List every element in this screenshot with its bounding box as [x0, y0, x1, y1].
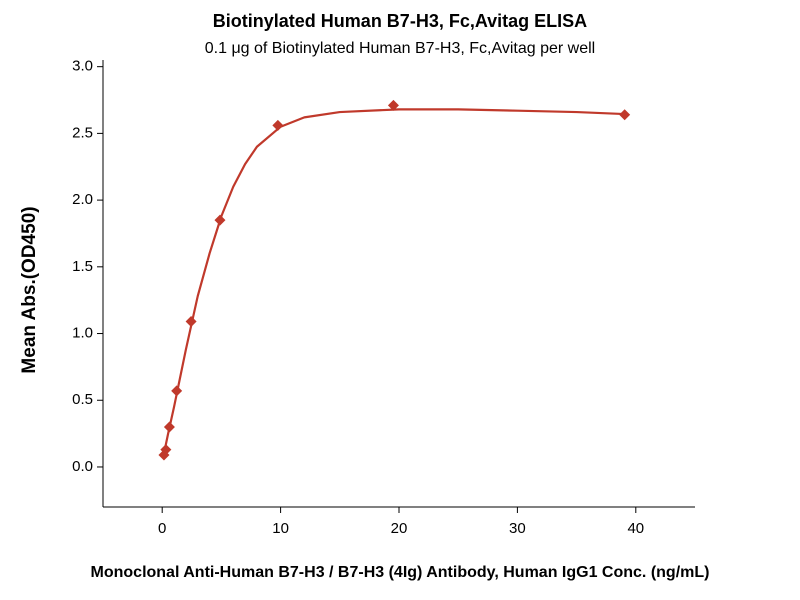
x-tick-label: 30 — [509, 520, 526, 537]
data-point — [214, 214, 226, 226]
y-tick-label: 2.0 — [72, 191, 93, 208]
chart-subtitle: 0.1 μg of Biotinylated Human B7-H3, Fc,A… — [205, 40, 595, 57]
y-tick-label: 2.5 — [72, 124, 93, 141]
data-point — [619, 109, 631, 121]
y-tick-label: 0.5 — [72, 391, 93, 408]
y-tick-label: 0.0 — [72, 458, 93, 475]
data-point — [160, 444, 172, 456]
fit-curve — [162, 108, 625, 457]
data-point — [185, 316, 197, 328]
y-tick-label: 1.5 — [72, 258, 93, 275]
x-tick-label: 40 — [627, 520, 644, 537]
y-tick-label: 3.0 — [72, 58, 93, 75]
data-point — [171, 385, 183, 397]
y-axis-label: Mean Abs.(OD450) — [19, 206, 40, 373]
x-tick-label: 0 — [158, 520, 166, 537]
x-tick-label: 10 — [272, 520, 289, 537]
x-axis-label: Monoclonal Anti-Human B7-H3 / B7-H3 (4Ig… — [91, 564, 710, 581]
data-point — [163, 421, 175, 433]
data-point — [272, 119, 284, 131]
chart-title: Biotinylated Human B7-H3, Fc,Avitag ELIS… — [213, 11, 587, 31]
data-point — [387, 99, 399, 111]
y-tick-label: 1.0 — [72, 325, 93, 342]
x-tick-label: 20 — [391, 520, 408, 537]
